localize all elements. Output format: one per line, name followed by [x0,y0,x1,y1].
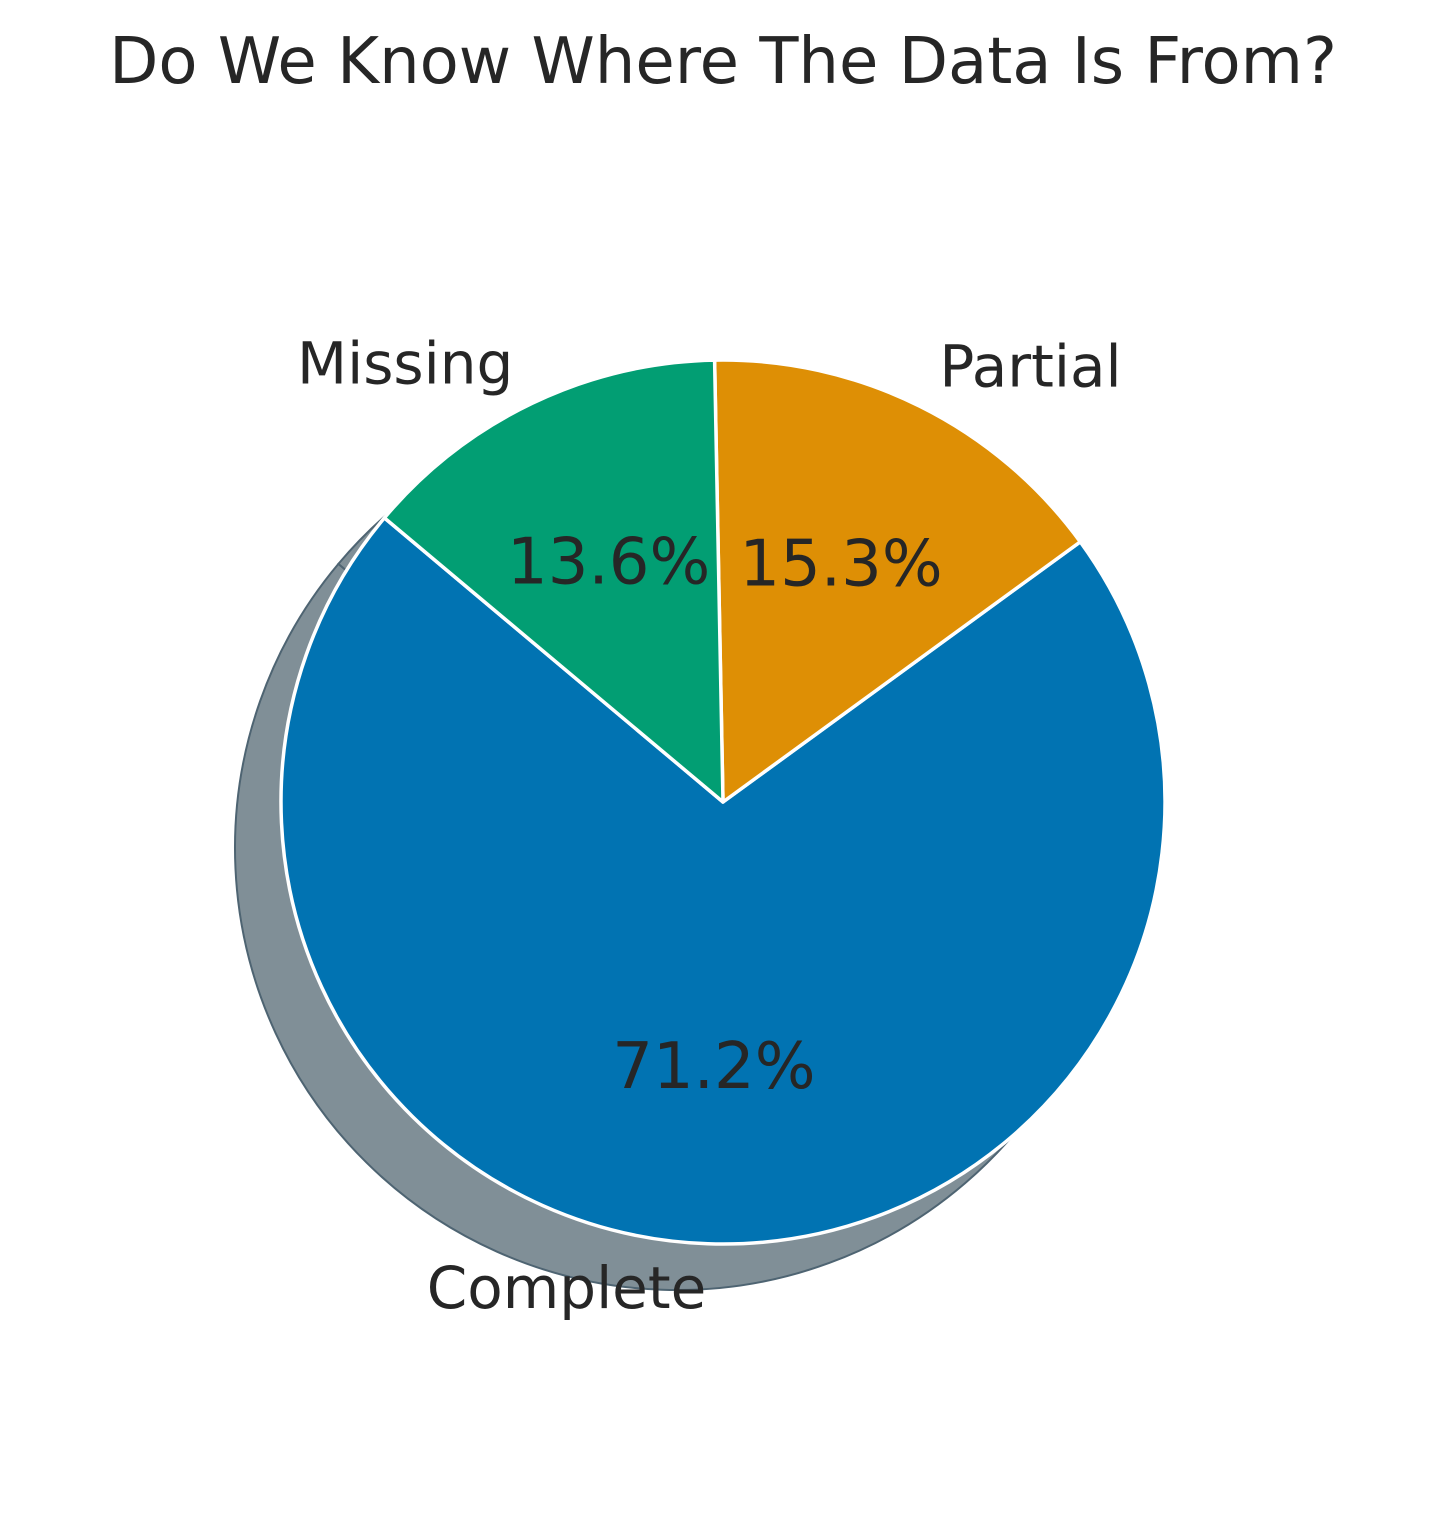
chart-title: Do We Know Where The Data Is From? [109,25,1337,99]
slice-label-partial: Partial [939,333,1121,401]
slice-label-missing: Missing [297,329,513,397]
pct-label-complete: 71.2% [612,1030,815,1104]
pct-label-missing: 13.6% [507,526,710,600]
pct-label-partial: 15.3% [739,528,942,602]
slice-missing [382,358,725,804]
slice-label-complete: Complete [427,1254,707,1322]
pie-labels: Complete 71.2% Partial 15.3% Missing 13.6% [297,329,1122,1322]
slice-complete [279,516,1167,1246]
pie-slices [279,358,1167,1246]
slice-partial [712,358,1083,804]
